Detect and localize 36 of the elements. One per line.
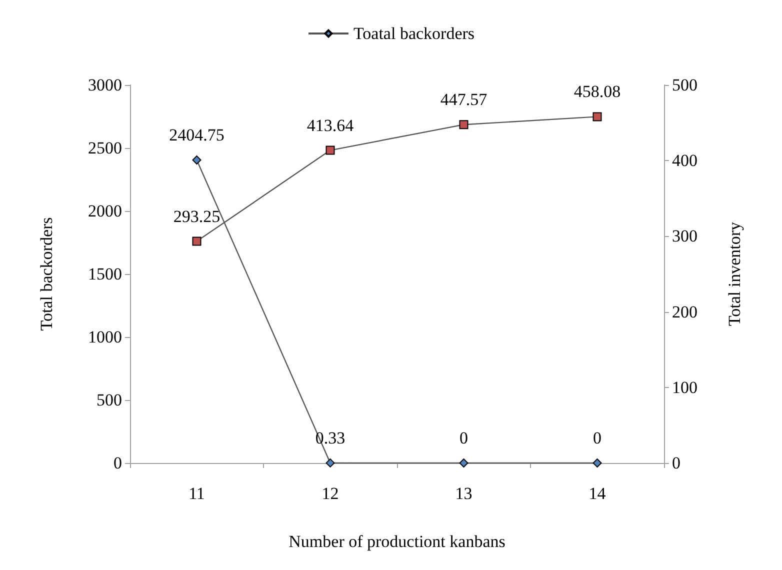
y2-tick-label: 400 bbox=[672, 151, 698, 170]
data-label: 0 bbox=[460, 428, 468, 448]
y-tick-label: 1000 bbox=[88, 328, 122, 346]
y-tick-label: 0 bbox=[114, 454, 122, 472]
point bbox=[192, 156, 202, 164]
data-label: 293.25 bbox=[173, 206, 220, 226]
point bbox=[592, 458, 602, 468]
y-tick-label: 2000 bbox=[88, 202, 122, 220]
data-label: 458.08 bbox=[574, 82, 621, 102]
data-label: 0 bbox=[593, 428, 602, 448]
x-axis-title: Number of productiont kanbans bbox=[288, 532, 506, 551]
point bbox=[326, 458, 335, 468]
data-label: 2404.75 bbox=[169, 126, 224, 144]
data-label: 447.57 bbox=[440, 90, 488, 110]
data-label: 413.64 bbox=[306, 116, 354, 135]
x-tick-label: 13 bbox=[455, 484, 472, 503]
y2-tick-label: 100 bbox=[672, 378, 698, 397]
y2-tick-label: 500 bbox=[672, 76, 698, 94]
y2-axis-title: Total inventory bbox=[725, 221, 744, 326]
y-tick-label: 500 bbox=[96, 390, 122, 410]
y-tick-label: 2500 bbox=[88, 138, 122, 158]
point bbox=[326, 146, 335, 155]
point bbox=[459, 458, 468, 468]
point bbox=[192, 236, 202, 246]
y2-tick-label: 0 bbox=[672, 454, 680, 472]
point bbox=[459, 120, 468, 130]
y-axis-title: Total backorders bbox=[37, 217, 56, 331]
x-tick-label: 12 bbox=[322, 484, 339, 503]
legend-label: Toatal backorders bbox=[353, 24, 475, 43]
y2-tick-label: 300 bbox=[672, 226, 698, 246]
y-tick-label: 3000 bbox=[88, 76, 122, 94]
x-tick-label: 11 bbox=[188, 484, 205, 503]
point bbox=[592, 112, 602, 122]
y-tick-label: 1500 bbox=[88, 264, 122, 284]
y2-tick-label: 200 bbox=[672, 302, 698, 322]
x-tick-label: 14 bbox=[588, 484, 606, 503]
